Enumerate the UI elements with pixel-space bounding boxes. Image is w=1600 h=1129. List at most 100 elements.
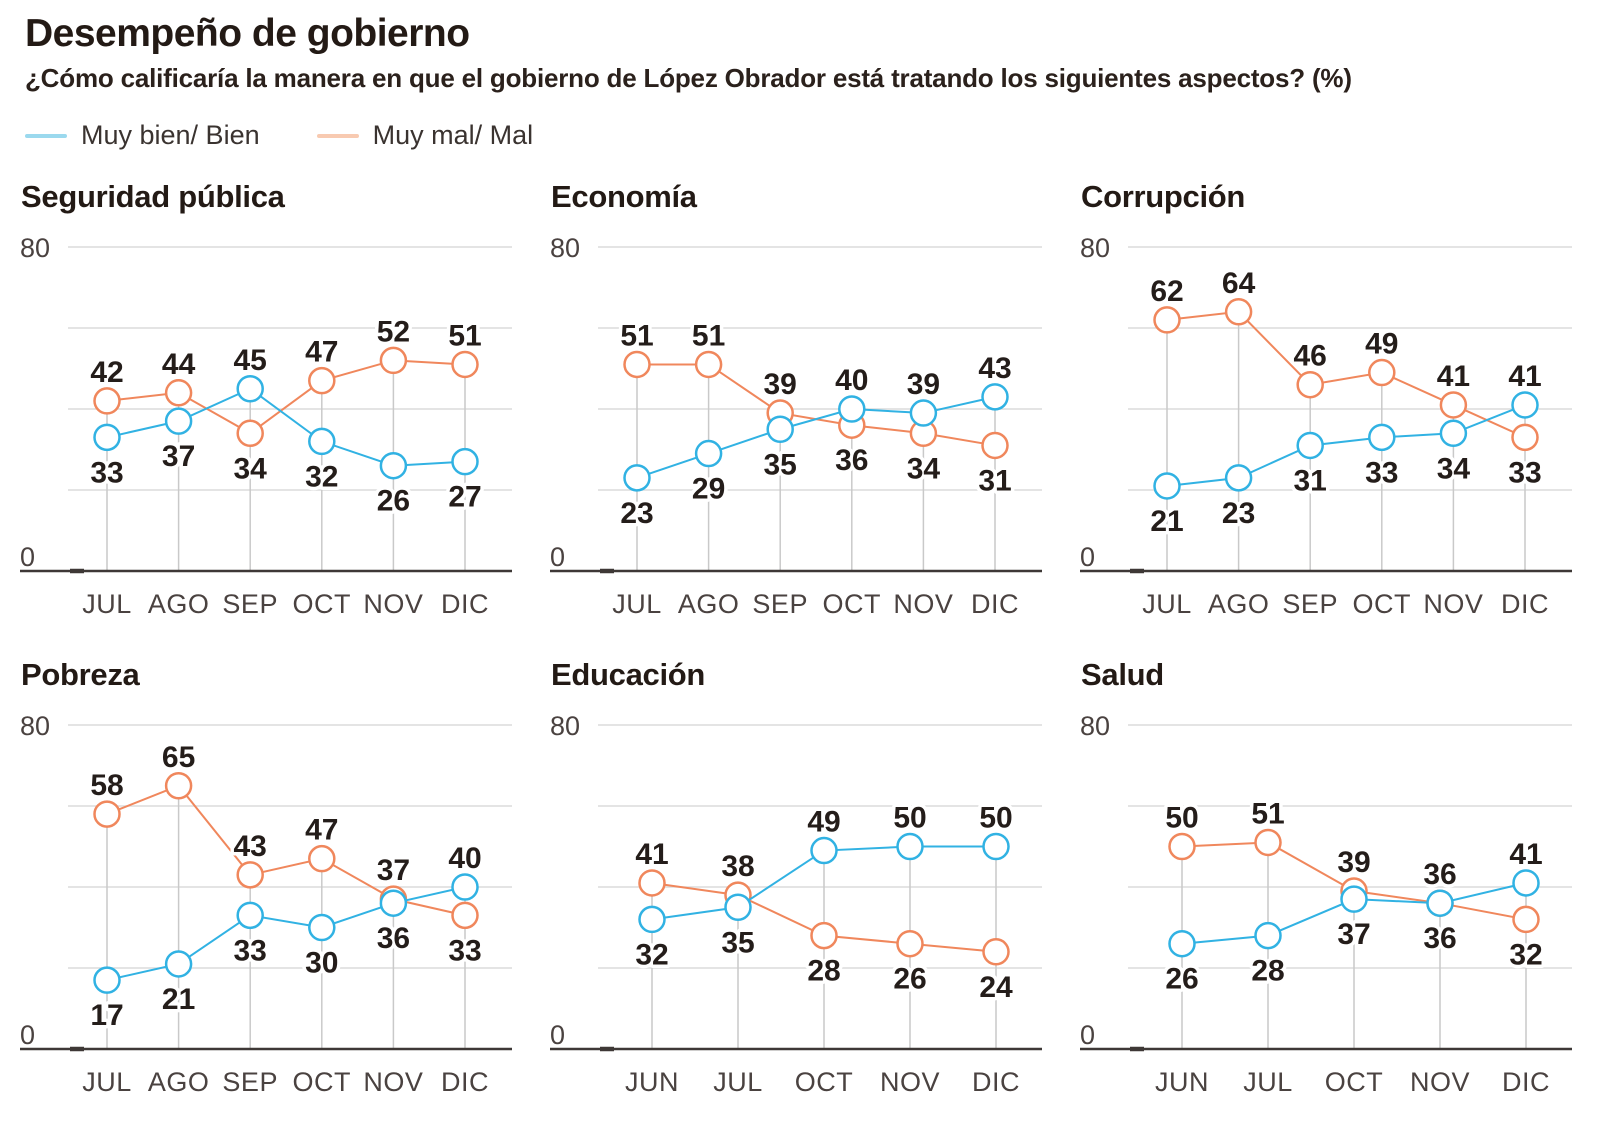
point-marker bbox=[724, 893, 752, 921]
value-label-bien: 33 bbox=[234, 934, 267, 967]
value-label-bien: 27 bbox=[448, 481, 481, 514]
svg-text:0: 0 bbox=[550, 1020, 565, 1050]
value-label-mal: 42 bbox=[90, 356, 123, 389]
x-tick-label: SEP bbox=[222, 589, 278, 619]
point-marker bbox=[1512, 905, 1540, 934]
x-tick-label: NOV bbox=[880, 1067, 940, 1097]
value-label-bien: 35 bbox=[764, 448, 797, 481]
y-gridlines bbox=[1128, 246, 1572, 491]
y-axis-labels: 80 0 bbox=[1080, 233, 1110, 572]
value-label-mal: 34 bbox=[907, 452, 941, 485]
svg-text:80: 80 bbox=[550, 233, 580, 263]
y-axis-labels: 80 0 bbox=[550, 711, 580, 1050]
point-marker bbox=[1296, 431, 1324, 460]
x-tick-label: OCT bbox=[823, 589, 882, 619]
point-marker bbox=[1439, 391, 1468, 419]
point-marker bbox=[1168, 832, 1196, 861]
legend: Muy bien/ Bien Muy mal/ Mal bbox=[25, 120, 533, 151]
x-stems bbox=[106, 785, 466, 1049]
x-axis-labels: JUN JUL OCT NOV DIC bbox=[1155, 1067, 1550, 1097]
value-label-bien: 37 bbox=[1337, 918, 1370, 951]
point-marker bbox=[164, 379, 193, 407]
point-marker bbox=[308, 366, 336, 395]
legend-item-mal: Muy mal/ Mal bbox=[316, 120, 534, 151]
point-marker bbox=[308, 913, 336, 942]
x-axis-labels: JUL AGO SEP OCT NOV DIC bbox=[82, 589, 488, 619]
x-stems bbox=[636, 364, 996, 571]
series-points-bien bbox=[93, 873, 479, 994]
point-marker bbox=[1368, 423, 1396, 452]
chart-canvas-seguridad-publica: 80 0 42 33 44 37 34 45 47 32 52 26 51 27 JUL AGO SEP OCT N… bbox=[20, 233, 512, 619]
value-label-mal: 36 bbox=[1423, 858, 1456, 891]
value-label-bien: 35 bbox=[721, 926, 754, 959]
value-label-bien: 23 bbox=[620, 497, 653, 530]
point-marker bbox=[1439, 419, 1468, 448]
point-marker bbox=[1512, 869, 1540, 897]
series-line-mal bbox=[1166, 310, 1526, 439]
point-marker bbox=[638, 869, 666, 897]
x-tick-label: OCT bbox=[795, 1067, 854, 1097]
point-marker bbox=[379, 451, 408, 480]
x-tick-label: OCT bbox=[293, 589, 352, 619]
point-marker bbox=[1368, 358, 1396, 387]
value-label-bien: 32 bbox=[635, 938, 668, 971]
point-marker bbox=[1296, 370, 1324, 399]
point-marker bbox=[1153, 306, 1181, 334]
value-label-mal: 39 bbox=[764, 368, 797, 401]
value-labels: 41 32 38 35 28 49 26 50 24 50 bbox=[632, 798, 1017, 1007]
chart-cell-pobreza: Pobreza 80 0 58 17 65 21 43 33 47 30 37 36 33 40 JUL AG… bbox=[0, 647, 530, 1110]
point-marker bbox=[164, 772, 193, 800]
chart-cell-seguridad-publica: Seguridad pública 80 0 42 33 44 37 34 45 47 32 52 2… bbox=[0, 169, 530, 632]
point-marker bbox=[93, 423, 121, 452]
x-tick-label: OCT bbox=[1325, 1067, 1384, 1097]
svg-text:80: 80 bbox=[20, 233, 50, 263]
chart-canvas-salud: 80 0 50 26 51 28 39 37 36 36 32 41 JUN JUL OCT NOV DIC bbox=[1080, 711, 1572, 1097]
x-tick-label: DIC bbox=[441, 1067, 489, 1097]
value-label-mal: 64 bbox=[1222, 267, 1256, 300]
value-label-mal: 36 bbox=[835, 444, 868, 477]
point-marker bbox=[1224, 464, 1253, 492]
y-gridlines bbox=[598, 246, 1042, 491]
x-tick-label: AGO bbox=[1208, 589, 1270, 619]
chart-canvas-educacion: 80 0 41 32 38 35 28 49 26 50 24 50 JUN JUL OCT NOV DIC bbox=[550, 711, 1042, 1097]
series-points-bien bbox=[638, 832, 1010, 934]
point-marker bbox=[1511, 423, 1539, 452]
svg-text:80: 80 bbox=[20, 711, 50, 741]
series-points-mal bbox=[93, 346, 479, 448]
x-tick-label: NOV bbox=[363, 1067, 423, 1097]
value-label-mal: 43 bbox=[234, 830, 267, 863]
x-tick-label: SEP bbox=[222, 1067, 278, 1097]
value-labels: 51 23 51 29 39 35 36 40 34 39 31 43 bbox=[617, 316, 1015, 533]
x-tick-label: AGO bbox=[148, 1067, 210, 1097]
x-tick-label: SEP bbox=[1282, 589, 1338, 619]
series-points-bien bbox=[93, 375, 479, 480]
chart-title: Pobreza bbox=[21, 657, 140, 692]
value-label-bien: 40 bbox=[448, 842, 481, 875]
value-label-bien: 37 bbox=[162, 440, 195, 473]
y-gridlines bbox=[598, 724, 1042, 969]
point-marker bbox=[1168, 929, 1196, 958]
series-points-bien bbox=[1153, 391, 1539, 500]
y-gridlines bbox=[68, 246, 512, 491]
legend-label-mal: Muy mal/ Mal bbox=[372, 120, 534, 150]
y-axis-labels: 80 0 bbox=[20, 233, 50, 572]
point-marker bbox=[451, 901, 479, 930]
x-stems bbox=[106, 360, 466, 571]
page-subtitle: ¿Cómo calificaría la manera en que el go… bbox=[25, 63, 1352, 93]
value-labels: 42 33 44 37 34 45 47 32 52 26 51 27 bbox=[87, 312, 485, 521]
x-tick-label: JUL bbox=[82, 589, 132, 619]
x-tick-label: NOV bbox=[1423, 589, 1483, 619]
x-axis-labels: JUN JUL OCT NOV DIC bbox=[625, 1067, 1020, 1097]
value-label-mal: 32 bbox=[1509, 938, 1542, 971]
value-label-mal: 52 bbox=[377, 315, 410, 348]
point-marker bbox=[379, 889, 408, 917]
point-marker bbox=[810, 836, 838, 865]
value-label-bien: 32 bbox=[305, 460, 338, 493]
series-line-bien bbox=[106, 886, 466, 982]
value-label-mal: 39 bbox=[1337, 846, 1370, 879]
chart-title: Corrupción bbox=[1081, 179, 1246, 214]
value-label-bien: 50 bbox=[979, 802, 1012, 835]
point-marker bbox=[810, 921, 838, 950]
value-label-mal: 44 bbox=[162, 348, 196, 381]
value-label-bien: 21 bbox=[1150, 505, 1183, 538]
